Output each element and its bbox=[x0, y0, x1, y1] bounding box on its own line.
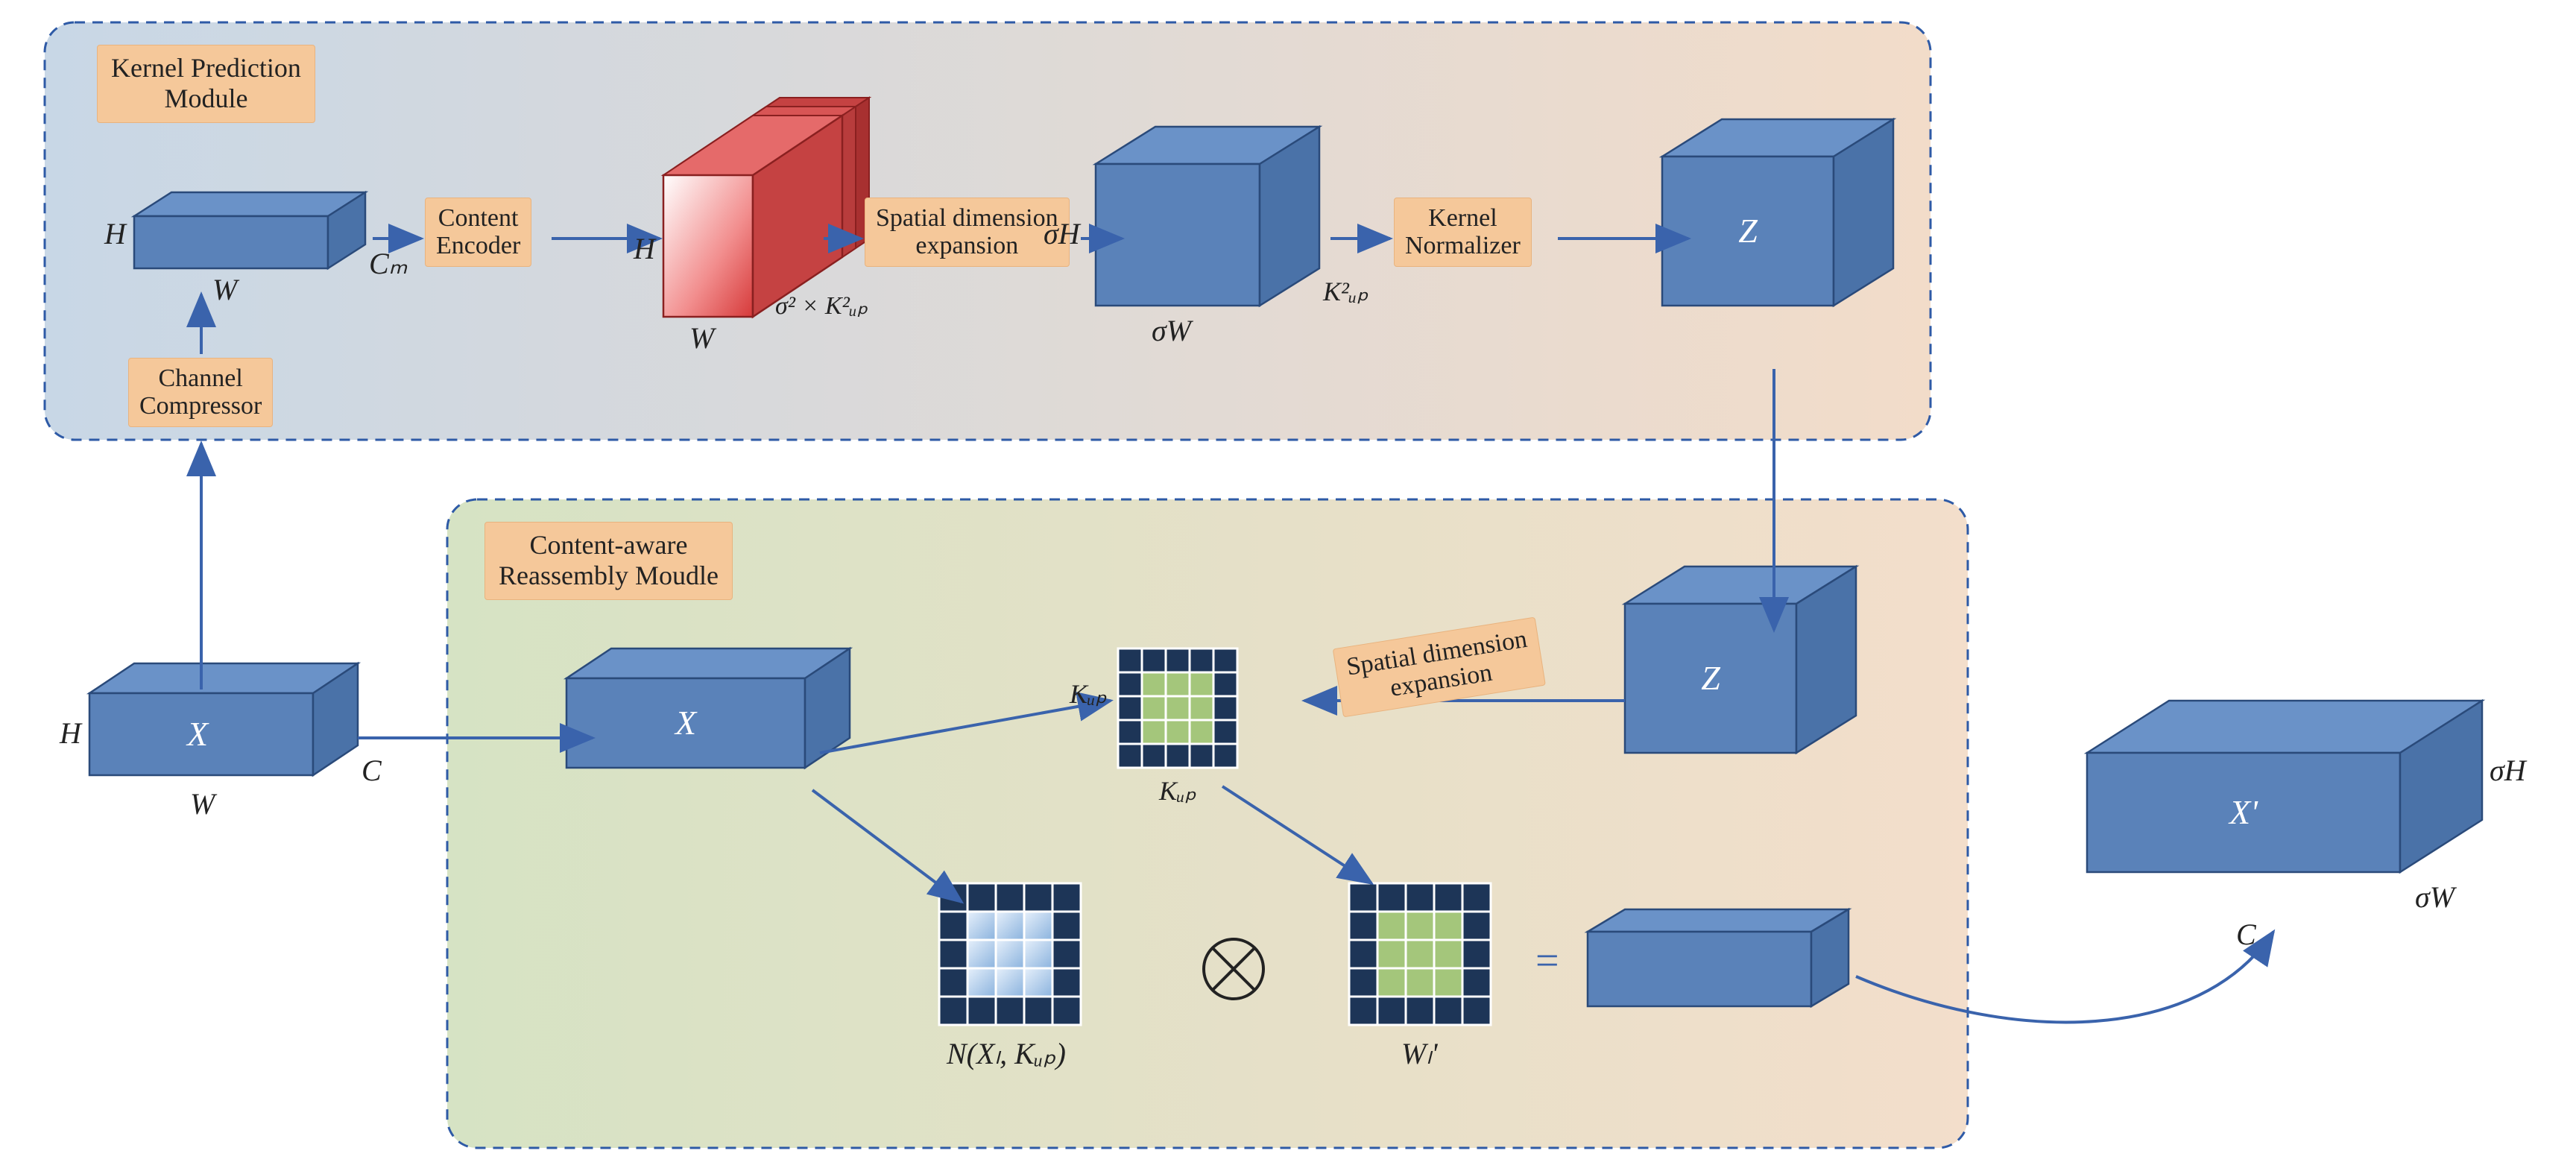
dim-enc-c: σ² × K²ᵤₚ bbox=[775, 291, 868, 321]
dim-comp-h: H bbox=[104, 216, 126, 251]
label-w-patch: Wₗ' bbox=[1401, 1036, 1438, 1071]
cube-x-input: X bbox=[89, 663, 358, 775]
dim-xp-c: C bbox=[2236, 917, 2256, 952]
dim-xp-h: σH bbox=[2490, 753, 2526, 788]
dim-xp-w: σW bbox=[2415, 880, 2455, 915]
cube-compressed bbox=[134, 192, 365, 268]
equals-sign: = bbox=[1535, 937, 1559, 985]
dim-enc-h: H bbox=[634, 231, 655, 266]
svg-text:X': X' bbox=[2228, 793, 2258, 831]
svg-text:X: X bbox=[186, 715, 209, 753]
dim-comp-w: W bbox=[212, 272, 237, 307]
bottom-module-title: Content-aware Reassembly Moudle bbox=[484, 522, 733, 600]
dim-kup-v: Kᵤₚ bbox=[1070, 678, 1107, 710]
svg-text:Z: Z bbox=[1738, 212, 1758, 250]
dim-sig-w: σW bbox=[1152, 313, 1191, 348]
grid-w bbox=[1349, 883, 1491, 1025]
diagram-root: X Z Z X bbox=[0, 0, 2576, 1171]
cube-result bbox=[1588, 909, 1849, 1006]
dim-kup-h: Kᵤₚ bbox=[1159, 775, 1196, 807]
dim-enc-w: W bbox=[689, 321, 714, 356]
top-module-title: Kernel Prediction Module bbox=[97, 45, 315, 123]
dim-sig-c: K²ᵤₚ bbox=[1323, 276, 1368, 307]
op-channel-compressor: Channel Compressor bbox=[128, 358, 273, 427]
cube-sigma bbox=[1096, 127, 1319, 306]
svg-text:Z: Z bbox=[1701, 659, 1720, 697]
dim-sig-h: σH bbox=[1044, 216, 1080, 251]
cube-z-top: Z bbox=[1662, 119, 1893, 306]
dim-comp-c: Cₘ bbox=[369, 246, 408, 281]
cube-x-bottom: X bbox=[566, 648, 850, 768]
svg-text:X: X bbox=[674, 704, 698, 742]
dim-x-h: H bbox=[60, 716, 81, 751]
diagram-svg: X Z Z X bbox=[0, 0, 2576, 1171]
grid-n bbox=[939, 883, 1081, 1025]
cube-z-bottom: Z bbox=[1625, 566, 1856, 753]
op-spatial-expansion-top: Spatial dimension expansion bbox=[865, 198, 1070, 267]
label-n-patch: N(Xₗ, Kᵤₚ) bbox=[947, 1036, 1066, 1071]
dim-x-c: C bbox=[362, 753, 382, 788]
cube-x-prime: X' bbox=[2087, 701, 2482, 872]
op-kernel-normalizer: Kernel Normalizer bbox=[1394, 198, 1532, 267]
grid-kup bbox=[1118, 648, 1237, 768]
op-content-encoder: Content Encoder bbox=[425, 198, 531, 267]
dim-x-w: W bbox=[190, 786, 215, 821]
